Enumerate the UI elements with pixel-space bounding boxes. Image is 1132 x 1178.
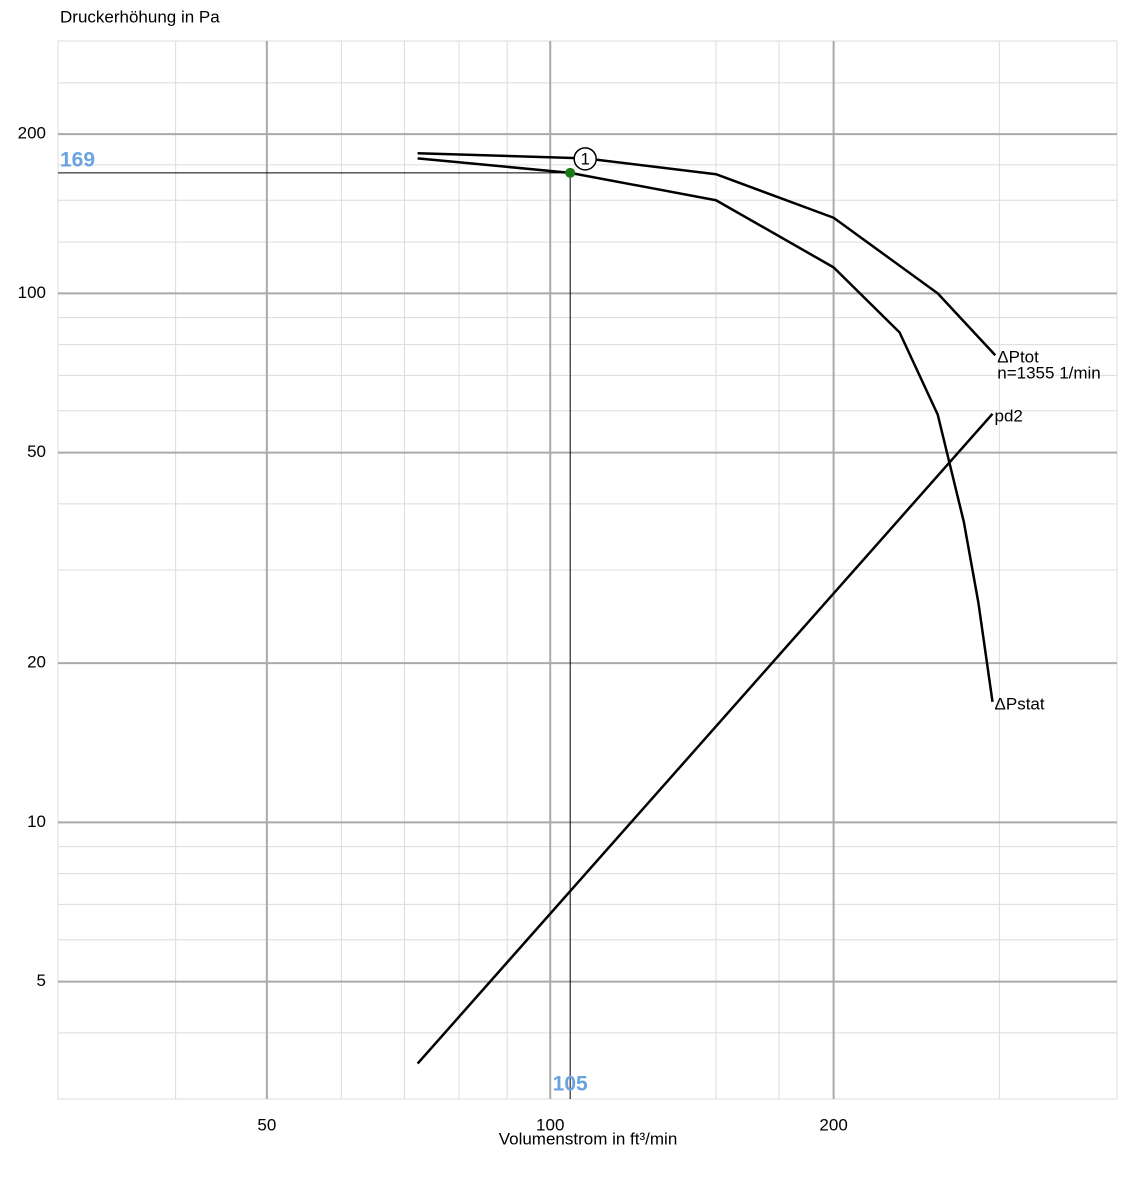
y-axis-label: Druckerhöhung in Pa [60, 7, 220, 26]
x-axis-label: Volumenstrom in ft³/min [499, 1129, 678, 1148]
y-tick-label: 10 [27, 812, 46, 831]
y-tick-label: 5 [37, 971, 46, 990]
operating-y-label: 169 [60, 148, 95, 171]
y-tick-label: 50 [27, 442, 46, 461]
series-label: ΔPstat [995, 694, 1045, 713]
x-tick-label: 50 [257, 1115, 276, 1134]
operating-point [565, 167, 576, 178]
annotation: n=1355 1/min [997, 364, 1101, 383]
operating-x-label: 105 [553, 1073, 588, 1096]
point-badge-label: 1 [580, 149, 589, 168]
plot-frame [57, 40, 1118, 1100]
y-tick-label: 20 [27, 653, 46, 672]
series-label: ΔPtot [997, 348, 1039, 367]
y-tick-label: 200 [18, 124, 46, 143]
point-badge [573, 147, 597, 171]
line [416, 413, 994, 1065]
line [417, 157, 994, 703]
x-tick-label: 100 [536, 1115, 564, 1134]
y-tick-label: 100 [18, 283, 46, 302]
x-tick-label: 200 [819, 1115, 847, 1134]
line [417, 152, 997, 357]
series-label: pd2 [995, 406, 1023, 425]
